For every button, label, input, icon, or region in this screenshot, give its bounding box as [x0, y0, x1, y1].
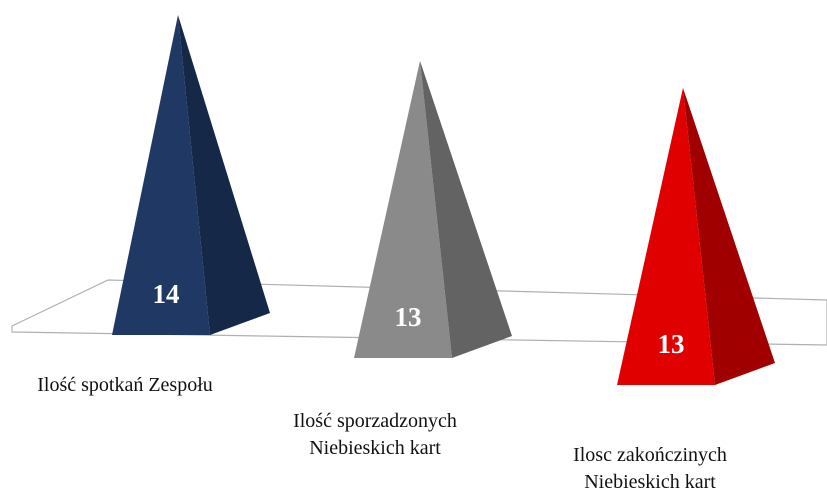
- data-label: 13: [658, 329, 685, 359]
- pyramid-side-face: [178, 15, 270, 335]
- pyramid-front-face: [112, 15, 210, 335]
- data-label: 13: [395, 302, 422, 332]
- pyramid: [617, 87, 775, 385]
- pyramid: [354, 60, 512, 358]
- pyramid: [112, 15, 270, 335]
- pyramid-side-face: [420, 60, 512, 358]
- category-label: Ilość spotkań Zespołu: [37, 374, 213, 396]
- category-label: Ilosc zakończinych Niebieskich kart: [573, 444, 727, 493]
- pyramid-front-face: [617, 87, 715, 385]
- pyramid-front-face: [354, 60, 452, 358]
- pyramid-side-face: [683, 87, 775, 385]
- data-label: 14: [153, 279, 180, 309]
- category-label: Ilość sporzadzonych Niebieskich kart: [293, 410, 457, 459]
